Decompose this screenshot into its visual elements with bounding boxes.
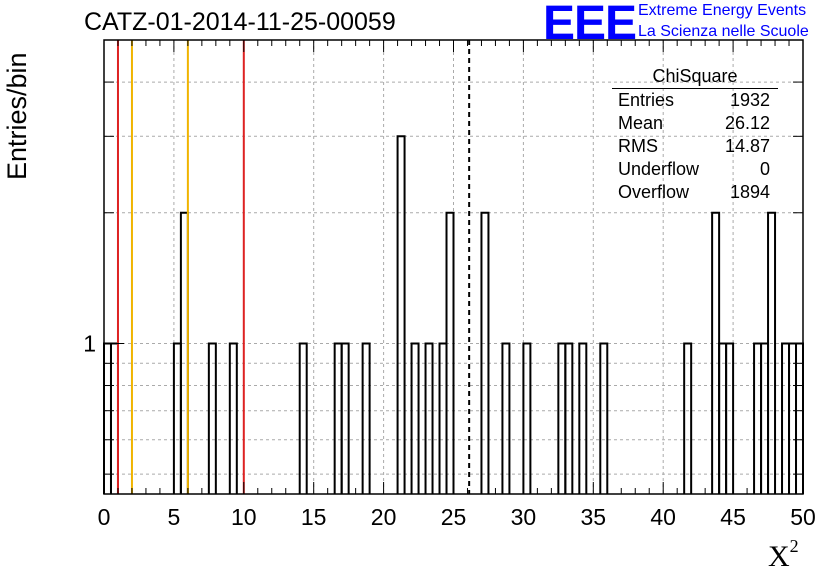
stat-value: 14.87 bbox=[724, 136, 770, 156]
histogram-bin bbox=[179, 211, 189, 494]
stat-value: 26.12 bbox=[724, 113, 770, 133]
stat-row-underflow: Underflow 0 bbox=[612, 158, 778, 181]
histogram-bin bbox=[480, 211, 490, 494]
stat-row-entries: Entries 1932 bbox=[612, 89, 778, 112]
histogram-bin bbox=[207, 342, 217, 494]
histogram-bin bbox=[501, 342, 511, 494]
histogram-bin bbox=[522, 342, 532, 494]
stat-row-mean: Mean 26.12 bbox=[612, 112, 778, 135]
stat-label: RMS bbox=[618, 136, 658, 156]
x-tick-label: 45 bbox=[720, 504, 746, 530]
stat-value: 1932 bbox=[729, 90, 770, 110]
x-tick-label: 50 bbox=[790, 504, 816, 530]
x-tick-label: 35 bbox=[581, 504, 607, 530]
histogram-bin bbox=[298, 342, 308, 494]
histogram-bin bbox=[788, 342, 798, 494]
y-tick-label: 1 bbox=[83, 330, 96, 356]
histogram-bin bbox=[228, 342, 238, 494]
x-tick-label: 0 bbox=[98, 504, 111, 530]
histogram-bin bbox=[109, 342, 119, 494]
histogram-bin bbox=[333, 342, 343, 494]
stat-value: 1894 bbox=[729, 182, 770, 202]
stats-box: ChiSquare Entries 1932 Mean 26.12 RMS 14… bbox=[612, 66, 778, 204]
histogram-bin bbox=[557, 342, 567, 494]
histogram-bin bbox=[361, 342, 371, 494]
histogram-bin bbox=[781, 342, 791, 494]
stat-row-rms: RMS 14.87 bbox=[612, 135, 778, 158]
chart-title: CATZ-01-2014-11-25-00059 bbox=[84, 8, 396, 36]
histogram-bin bbox=[725, 342, 735, 494]
y-axis-label: Entries/bin bbox=[2, 52, 32, 180]
logo-subtitle-line2: La Scienza nelle Scuole bbox=[638, 23, 809, 40]
x-tick-label: 10 bbox=[231, 504, 257, 530]
x-axis-label: X2 bbox=[768, 536, 799, 574]
stat-label: Entries bbox=[618, 90, 675, 110]
logo-subtitle-line1: Extreme Energy Events bbox=[638, 2, 807, 19]
stat-label: Underflow bbox=[618, 159, 700, 179]
stat-row-overflow: Overflow 1894 bbox=[612, 181, 778, 204]
histogram-bin bbox=[396, 135, 406, 494]
histogram-bin bbox=[340, 342, 350, 494]
histogram-bin bbox=[599, 342, 609, 494]
histogram-bin bbox=[711, 211, 721, 494]
histogram-bin bbox=[718, 342, 728, 494]
histogram-bin bbox=[760, 342, 770, 494]
stat-value: 0 bbox=[759, 159, 770, 179]
histogram-bin bbox=[767, 211, 777, 494]
histogram-bin bbox=[564, 342, 574, 494]
x-axis-label-base: X bbox=[768, 540, 790, 573]
histogram-bin bbox=[753, 342, 763, 494]
histogram-bin bbox=[103, 342, 112, 494]
histogram-bin bbox=[578, 342, 588, 494]
histogram-bin bbox=[424, 342, 434, 494]
histogram-bin bbox=[683, 342, 693, 494]
histogram-bin bbox=[410, 342, 420, 494]
x-tick-label: 25 bbox=[441, 504, 467, 530]
histogram-bin bbox=[438, 342, 448, 494]
x-tick-label: 30 bbox=[511, 504, 537, 530]
eee-logo: EEE bbox=[543, 0, 637, 50]
stat-label: Overflow bbox=[618, 182, 690, 202]
histogram-bin bbox=[445, 211, 455, 494]
x-tick-label: 15 bbox=[301, 504, 327, 530]
histogram-bin bbox=[172, 342, 182, 494]
stats-title: ChiSquare bbox=[612, 66, 778, 89]
x-tick-label: 5 bbox=[168, 504, 181, 530]
x-tick-label: 40 bbox=[650, 504, 676, 530]
x-tick-label: 20 bbox=[371, 504, 397, 530]
x-axis-label-sup: 2 bbox=[789, 536, 799, 556]
stat-label: Mean bbox=[618, 113, 664, 133]
histogram-bin bbox=[795, 342, 804, 494]
